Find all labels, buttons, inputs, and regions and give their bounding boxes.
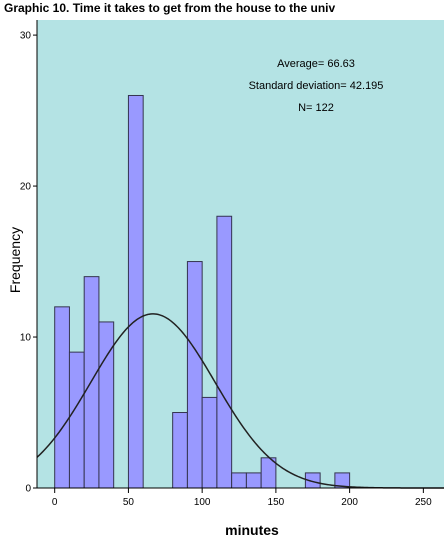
histogram-bar — [245, 472, 262, 489]
y-tick-label: 20 — [20, 182, 32, 193]
annotation-average: Average= 66.63 — [277, 58, 355, 70]
histogram-bar — [231, 472, 247, 489]
axes-layer: 0 50 100 150 200 250 0 10 20 30 — [20, 20, 444, 508]
histogram-bar — [54, 306, 70, 489]
x-tick-label: 100 — [194, 497, 211, 508]
histogram-bar — [172, 412, 188, 489]
x-tick-label: 0 — [52, 497, 58, 508]
histogram-bar — [127, 94, 144, 489]
y-tick-label: 10 — [20, 333, 32, 344]
chart-title: Graphic 10. Time it takes to get from th… — [4, 1, 335, 15]
x-tick-label: 150 — [268, 497, 285, 508]
annotation-n: N= 122 — [298, 102, 334, 114]
y-tick-label: 0 — [25, 484, 31, 495]
y-axis-label: Frequency — [7, 227, 23, 293]
annotation-std-dev: Standard deviation= 42.195 — [249, 80, 384, 92]
x-tick-label: 250 — [415, 497, 432, 508]
histogram-bar — [98, 321, 115, 489]
x-tick-label: 50 — [123, 497, 135, 508]
histogram-bar — [216, 215, 233, 489]
histogram-bar — [68, 351, 85, 489]
y-tick-label: 30 — [20, 31, 32, 42]
x-tick-label: 200 — [341, 497, 358, 508]
histogram-bar — [186, 261, 203, 489]
histogram-bar — [201, 396, 218, 489]
x-axis-label: minutes — [225, 522, 279, 538]
